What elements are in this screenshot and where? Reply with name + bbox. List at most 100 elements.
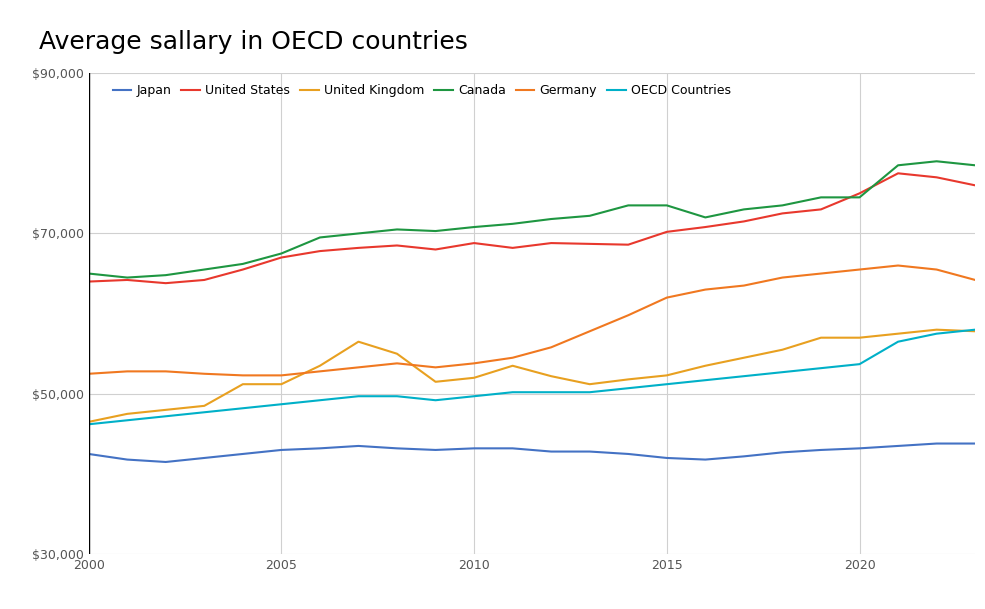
United States [738, 218, 750, 225]
United Kingdom [468, 374, 480, 381]
United States [969, 181, 981, 189]
United Kingdom [546, 373, 558, 380]
Germany [546, 343, 558, 351]
Line: OECD Countries: OECD Countries [89, 329, 975, 424]
OECD Countries [391, 393, 403, 400]
Canada [854, 194, 866, 201]
Germany [854, 266, 866, 273]
Canada [353, 230, 364, 237]
United Kingdom [429, 378, 441, 385]
United States [237, 266, 249, 273]
Germany [738, 282, 750, 289]
United States [854, 190, 866, 197]
Germany [429, 364, 441, 371]
Japan [353, 442, 364, 449]
Japan [506, 445, 518, 452]
United Kingdom [969, 328, 981, 335]
Germany [160, 368, 171, 375]
Canada [699, 214, 711, 221]
Canada [198, 266, 210, 273]
United States [699, 224, 711, 231]
Line: Canada: Canada [89, 161, 975, 278]
United Kingdom [121, 410, 133, 418]
OECD Countries [661, 381, 673, 388]
OECD Countries [429, 396, 441, 404]
Germany [121, 368, 133, 375]
OECD Countries [738, 373, 750, 380]
Canada [969, 161, 981, 169]
Japan [623, 450, 634, 457]
United Kingdom [506, 362, 518, 370]
United Kingdom [661, 371, 673, 379]
Germany [892, 262, 904, 269]
Germany [623, 312, 634, 319]
OECD Countries [623, 384, 634, 392]
Canada [506, 220, 518, 228]
United States [468, 239, 480, 247]
United States [584, 240, 596, 247]
Germany [237, 371, 249, 379]
Japan [854, 445, 866, 452]
United States [391, 242, 403, 249]
Canada [776, 202, 788, 209]
OECD Countries [160, 413, 171, 420]
Line: Germany: Germany [89, 266, 975, 375]
Germany [815, 270, 826, 277]
United Kingdom [160, 406, 171, 414]
OECD Countries [969, 326, 981, 333]
OECD Countries [584, 389, 596, 396]
Japan [429, 446, 441, 454]
Canada [546, 216, 558, 223]
Japan [391, 445, 403, 452]
Canada [931, 158, 943, 165]
Japan [237, 450, 249, 457]
OECD Countries [353, 393, 364, 400]
Canada [391, 226, 403, 233]
United Kingdom [237, 381, 249, 388]
United States [623, 241, 634, 248]
United Kingdom [815, 334, 826, 342]
OECD Countries [198, 409, 210, 416]
Germany [506, 354, 518, 361]
United Kingdom [623, 376, 634, 383]
Canada [314, 234, 326, 241]
United Kingdom [353, 338, 364, 345]
Canada [623, 202, 634, 209]
Canada [237, 260, 249, 267]
OECD Countries [83, 421, 95, 428]
OECD Countries [546, 389, 558, 396]
OECD Countries [854, 361, 866, 368]
Japan [160, 459, 171, 466]
Canada [429, 227, 441, 234]
Canada [276, 250, 288, 257]
Line: United Kingdom: United Kingdom [89, 329, 975, 422]
Japan [815, 446, 826, 454]
Japan [546, 448, 558, 455]
OECD Countries [776, 368, 788, 376]
Germany [314, 368, 326, 375]
Canada [738, 206, 750, 213]
Japan [83, 450, 95, 457]
United Kingdom [198, 402, 210, 409]
United Kingdom [699, 362, 711, 370]
Text: Average sallary in OECD countries: Average sallary in OECD countries [39, 30, 468, 54]
OECD Countries [121, 417, 133, 424]
United Kingdom [738, 354, 750, 361]
OECD Countries [468, 393, 480, 400]
Germany [468, 360, 480, 367]
United Kingdom [314, 362, 326, 370]
United States [815, 206, 826, 213]
Canada [892, 161, 904, 169]
OECD Countries [506, 389, 518, 396]
Line: Japan: Japan [89, 443, 975, 462]
Germany [931, 266, 943, 273]
United States [198, 276, 210, 284]
Japan [198, 454, 210, 462]
Japan [738, 452, 750, 460]
Canada [160, 272, 171, 279]
Germany [276, 371, 288, 379]
OECD Countries [892, 338, 904, 345]
Germany [391, 360, 403, 367]
Japan [892, 442, 904, 449]
Canada [584, 212, 596, 219]
